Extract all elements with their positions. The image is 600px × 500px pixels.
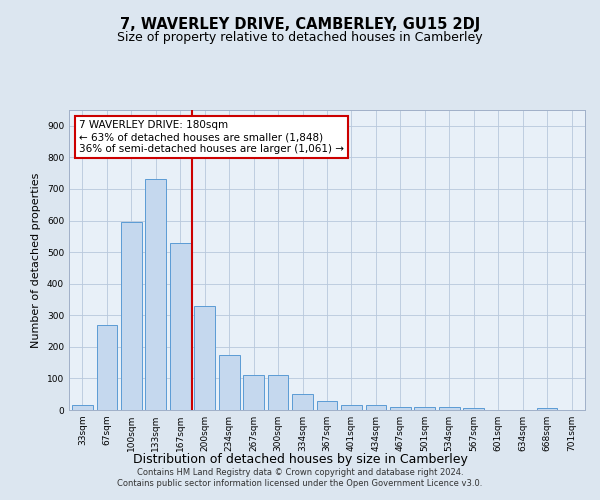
Text: 7 WAVERLEY DRIVE: 180sqm
← 63% of detached houses are smaller (1,848)
36% of sem: 7 WAVERLEY DRIVE: 180sqm ← 63% of detach… — [79, 120, 344, 154]
Bar — [268, 376, 289, 410]
Bar — [439, 407, 460, 410]
Bar — [365, 406, 386, 410]
Bar — [194, 306, 215, 410]
Bar — [170, 242, 191, 410]
Bar — [463, 408, 484, 410]
Bar — [243, 376, 264, 410]
Bar — [121, 222, 142, 410]
Bar — [415, 407, 435, 410]
Bar — [72, 406, 93, 410]
Bar — [219, 354, 239, 410]
Bar — [390, 407, 411, 410]
Bar — [292, 394, 313, 410]
Bar — [145, 180, 166, 410]
Bar — [97, 324, 117, 410]
Text: Contains HM Land Registry data © Crown copyright and database right 2024.
Contai: Contains HM Land Registry data © Crown c… — [118, 468, 482, 487]
Y-axis label: Number of detached properties: Number of detached properties — [31, 172, 41, 348]
Bar — [317, 402, 337, 410]
Bar — [341, 406, 362, 410]
Bar — [537, 408, 557, 410]
Text: Distribution of detached houses by size in Camberley: Distribution of detached houses by size … — [133, 452, 467, 466]
Text: Size of property relative to detached houses in Camberley: Size of property relative to detached ho… — [117, 32, 483, 44]
Text: 7, WAVERLEY DRIVE, CAMBERLEY, GU15 2DJ: 7, WAVERLEY DRIVE, CAMBERLEY, GU15 2DJ — [120, 18, 480, 32]
